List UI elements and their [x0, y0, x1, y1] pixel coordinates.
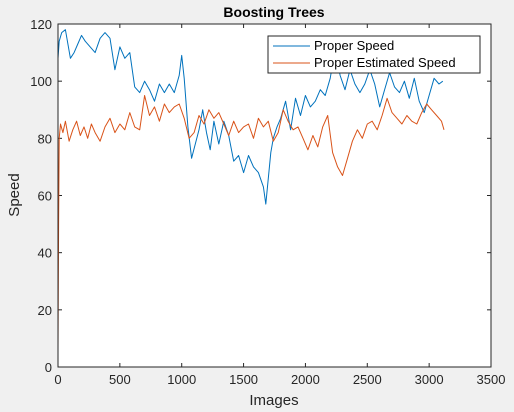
- x-tick-label: 3500: [477, 372, 506, 387]
- y-ticks: 0 20 40 60 80 100 120: [30, 17, 491, 375]
- y-tick-label: 120: [30, 17, 52, 32]
- y-tick-label: 60: [38, 189, 52, 204]
- legend-label-proper-speed: Proper Speed: [314, 38, 394, 53]
- y-axis-label: Speed: [6, 173, 23, 216]
- x-tick-label: 2500: [353, 372, 382, 387]
- x-tick-label: 0: [54, 372, 61, 387]
- x-tick-label: 1500: [229, 372, 258, 387]
- legend-label-proper-estimated-speed: Proper Estimated Speed: [314, 55, 456, 70]
- axes-box: [57, 23, 492, 368]
- series-layer: [57, 29, 445, 350]
- y-tick-label: 40: [38, 246, 52, 261]
- x-tick-label: 3000: [415, 372, 444, 387]
- x-axis-label: Images: [249, 392, 298, 409]
- y-tick-label: 20: [38, 303, 52, 318]
- legend: Proper Speed Proper Estimated Speed: [267, 35, 481, 74]
- chart-title: Boosting Trees: [223, 4, 324, 20]
- x-tick-label: 500: [109, 372, 131, 387]
- series-line-proper-speed: [57, 29, 444, 205]
- series-line-proper-estimated-speed: [57, 95, 445, 350]
- x-ticks: 0 500 1000 1500 2000 2500 3000 3500: [54, 24, 505, 387]
- y-tick-label: 0: [45, 360, 52, 375]
- y-tick-label: 80: [38, 131, 52, 146]
- x-tick-label: 2000: [291, 372, 320, 387]
- plot-area: [58, 24, 491, 367]
- legend-box: [267, 35, 481, 74]
- x-tick-label: 1000: [167, 372, 196, 387]
- y-tick-label: 100: [30, 74, 52, 89]
